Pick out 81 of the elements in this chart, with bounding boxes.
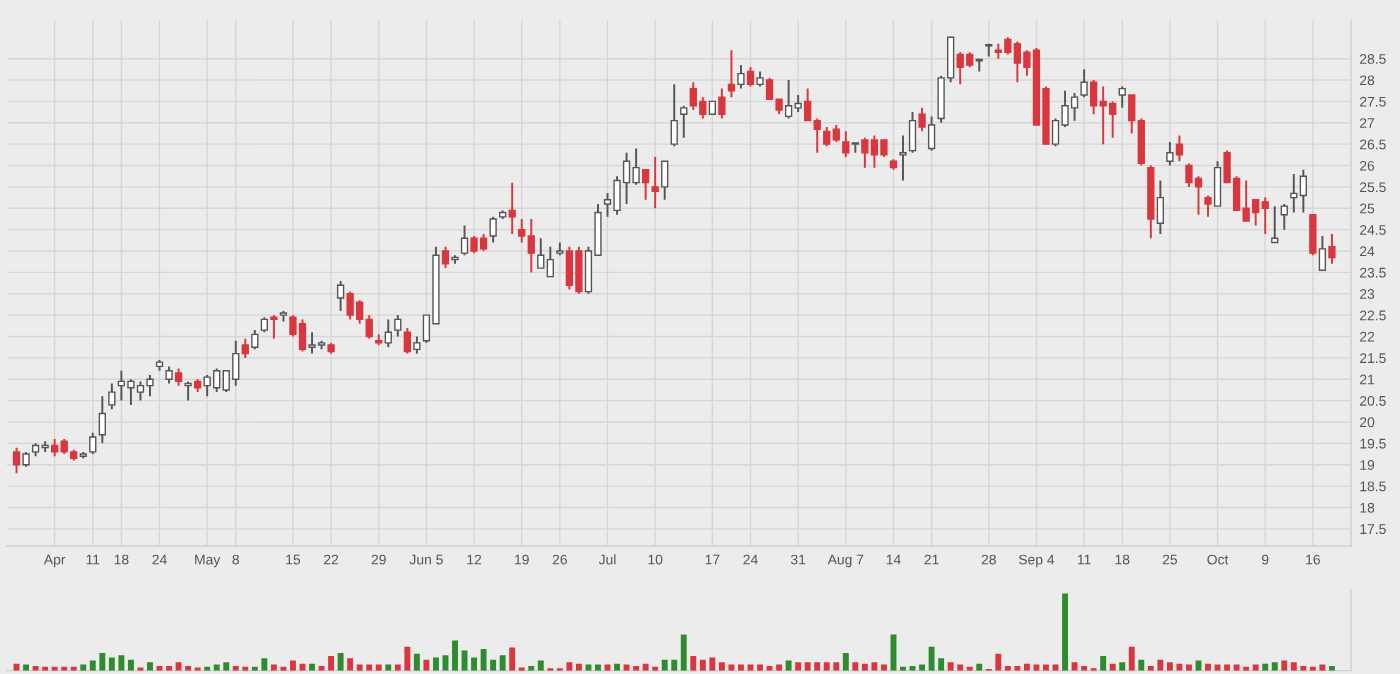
bar — [471, 657, 478, 671]
bar — [413, 653, 420, 671]
candlestick — [680, 104, 688, 139]
bar — [290, 660, 296, 671]
bar — [499, 655, 506, 671]
candlestick — [1175, 134, 1184, 163]
candlestick — [899, 134, 907, 182]
bar — [595, 664, 601, 671]
bar — [842, 652, 849, 671]
candlestick — [737, 64, 745, 90]
candlestick — [403, 326, 411, 355]
candlestick — [718, 87, 726, 120]
candlestick — [1318, 235, 1327, 272]
candlestick — [1204, 194, 1212, 218]
candlestick — [336, 279, 345, 312]
bar — [432, 657, 439, 671]
bar — [80, 664, 87, 671]
candlestick — [908, 111, 917, 154]
candlestick — [384, 318, 392, 349]
candlestick — [489, 215, 497, 244]
bar — [785, 660, 792, 671]
bar — [1128, 646, 1135, 671]
bar — [680, 634, 687, 671]
candlestick — [1080, 68, 1088, 99]
bar — [1043, 664, 1049, 671]
candlestick — [441, 245, 450, 270]
candlestick — [670, 83, 678, 148]
bar — [757, 664, 763, 671]
candlestick — [1118, 85, 1126, 109]
candlestick — [927, 115, 936, 152]
candlestick — [108, 382, 116, 411]
candlestick — [1213, 160, 1222, 208]
candlestick — [1280, 203, 1288, 231]
bar — [1186, 664, 1192, 671]
candlestick — [241, 337, 249, 359]
bar — [1281, 660, 1288, 671]
bar — [585, 664, 592, 671]
candlestick — [1328, 232, 1336, 265]
candlestick — [842, 130, 850, 158]
candlestick — [851, 142, 859, 154]
bar — [1100, 655, 1107, 671]
candlestick — [98, 395, 106, 445]
bar — [147, 662, 153, 671]
bar — [738, 664, 744, 671]
bar — [509, 647, 516, 671]
bar — [1252, 664, 1259, 671]
bar — [537, 660, 544, 671]
bar — [1119, 662, 1126, 671]
bar — [385, 664, 392, 671]
candlestick — [270, 314, 278, 340]
candlestick — [651, 156, 659, 210]
candlestick — [508, 181, 516, 235]
candlestick — [251, 329, 259, 351]
bar — [852, 662, 859, 671]
bar — [127, 659, 134, 671]
bar — [337, 652, 344, 671]
bar — [795, 662, 802, 671]
bar — [375, 664, 382, 671]
candlestick — [1156, 179, 1165, 235]
bar — [1062, 593, 1068, 671]
bar — [347, 658, 354, 671]
bar — [1138, 659, 1145, 671]
candlestick — [641, 168, 650, 201]
candlestick — [89, 431, 97, 456]
candlestick — [746, 66, 755, 88]
candlestick — [661, 160, 669, 201]
bar — [880, 664, 887, 671]
bar — [423, 659, 430, 671]
bar — [690, 655, 697, 671]
bar — [452, 640, 458, 671]
bar — [23, 664, 30, 671]
candlestick — [460, 224, 469, 257]
candlestick — [12, 446, 21, 475]
candlestick — [918, 106, 926, 133]
bar — [919, 664, 926, 671]
candlestick — [1309, 213, 1317, 257]
candlestick — [394, 314, 402, 338]
bar — [1271, 662, 1278, 671]
candlestick — [1271, 205, 1279, 244]
candlestick — [184, 380, 192, 402]
candlestick — [1166, 141, 1174, 167]
